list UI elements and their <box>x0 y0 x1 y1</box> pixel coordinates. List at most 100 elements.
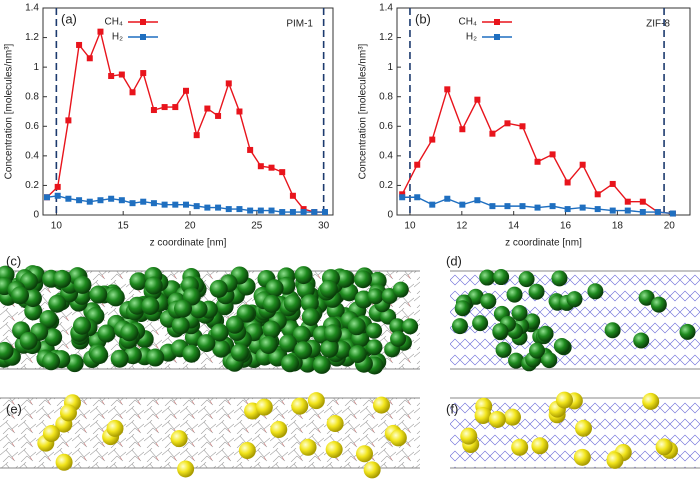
point <box>182 87 189 94</box>
point <box>429 201 436 208</box>
molecule <box>294 341 313 360</box>
panel-label: (f) <box>446 401 458 416</box>
molecule <box>128 296 147 315</box>
molecule <box>146 348 165 367</box>
molecule <box>177 460 195 478</box>
x-axis-label: z coordinate [nm] <box>505 238 582 249</box>
molecule <box>89 285 108 304</box>
molecule <box>553 338 570 355</box>
y-tick-label: 0.4 <box>25 150 39 161</box>
molecule <box>312 355 331 374</box>
molecule <box>389 429 407 447</box>
molecule <box>679 323 696 340</box>
molecule <box>144 276 163 295</box>
molecule <box>495 341 512 358</box>
point <box>289 192 296 199</box>
molecule <box>120 323 139 342</box>
molecule <box>347 317 366 336</box>
point <box>236 108 243 115</box>
point <box>97 28 104 35</box>
y-tick-label: 0.8 <box>379 91 393 102</box>
molecule <box>170 430 188 448</box>
point <box>257 163 264 170</box>
point <box>624 207 631 214</box>
molecule <box>110 349 129 368</box>
molecule <box>307 392 325 410</box>
point <box>86 198 93 205</box>
point <box>624 198 631 205</box>
point <box>225 206 232 213</box>
point <box>86 55 93 62</box>
molecule <box>573 448 591 466</box>
x-axis-label: z coordinate [nm] <box>150 238 227 249</box>
panel-label: (a) <box>61 11 77 26</box>
point <box>474 96 481 103</box>
molecule <box>279 334 298 353</box>
molecule <box>320 339 339 358</box>
molecule <box>129 272 148 291</box>
molecule <box>460 427 478 445</box>
molecule <box>296 280 315 299</box>
molecule <box>537 325 554 342</box>
molecule <box>503 408 521 426</box>
point <box>65 195 72 202</box>
molecule <box>574 419 592 437</box>
point <box>519 123 526 130</box>
point <box>150 200 157 207</box>
chart: 0 0.2 0.4 0.6 0.8 1 1.2 1.4 10 12 14 16 18 20 z coordi… <box>358 3 691 249</box>
molecule <box>366 339 383 356</box>
x-tick-label: 25 <box>251 221 263 232</box>
molecule <box>106 288 125 307</box>
x-tick-label: 14 <box>508 221 520 232</box>
point <box>108 195 115 202</box>
point <box>459 126 466 133</box>
y-tick-label: 0 <box>33 210 39 221</box>
molecule <box>48 294 67 313</box>
molecule <box>511 438 529 456</box>
molecule <box>262 294 281 313</box>
point <box>594 206 601 213</box>
annotation: ZIF-8 <box>646 19 670 30</box>
molecule <box>366 322 383 339</box>
point <box>225 80 232 87</box>
molecule <box>171 316 190 335</box>
x-tick-label: 10 <box>404 221 416 232</box>
molecule <box>294 266 313 285</box>
legend-marker <box>140 34 146 40</box>
molecule <box>182 344 201 363</box>
molecule <box>528 342 545 359</box>
molecule <box>348 345 367 364</box>
y-tick-label: 1.4 <box>379 3 393 14</box>
point <box>549 151 556 158</box>
point <box>504 203 511 210</box>
molecule <box>633 332 650 349</box>
y-tick-label: 0 <box>387 210 393 221</box>
y-tick-label: 1.2 <box>379 32 393 43</box>
legend-marker <box>140 19 146 25</box>
molecule <box>472 315 489 332</box>
molecule <box>262 320 281 339</box>
point <box>172 201 179 208</box>
molecule <box>451 318 468 335</box>
molecule <box>55 453 73 471</box>
molecule <box>402 318 419 335</box>
point <box>279 169 286 176</box>
point <box>579 161 586 168</box>
zif-structure <box>450 271 700 369</box>
x-tick-label: 10 <box>51 221 63 232</box>
molecule <box>363 461 381 479</box>
molecule <box>97 324 116 343</box>
point <box>311 209 318 216</box>
molecule <box>555 391 573 409</box>
molecule <box>265 279 284 298</box>
molecule <box>236 304 255 323</box>
molecule <box>356 445 374 463</box>
molecule <box>531 437 549 455</box>
molecule <box>541 352 558 369</box>
x-tick-label: 18 <box>612 221 624 232</box>
x-tick-label: 12 <box>456 221 468 232</box>
point <box>279 209 286 216</box>
point <box>215 112 222 119</box>
y-axis-label: Concentration [molecules/nm³] <box>4 43 15 179</box>
point <box>321 209 328 216</box>
